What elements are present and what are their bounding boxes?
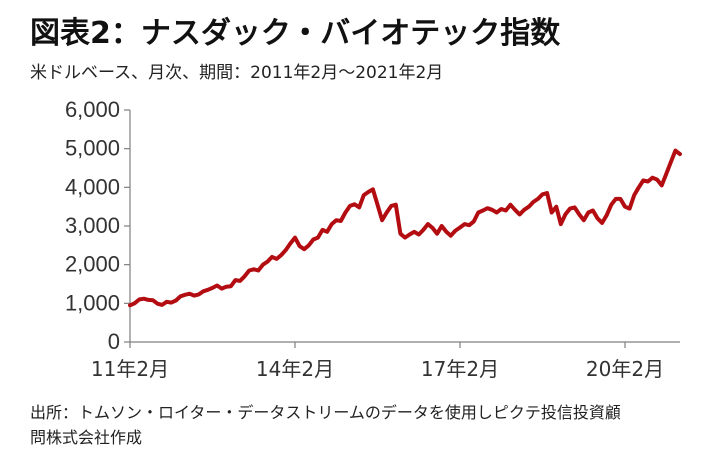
- x-tick-label: 17年2月: [421, 357, 499, 381]
- series-layer: [128, 148, 682, 308]
- x-tick-label: 20年2月: [586, 357, 664, 381]
- chart-title: 図表2：ナスダック・バイオテック指数: [30, 16, 561, 51]
- y-axis: 0 1,000 2,000 3,000 4,000 5,000 6,000: [65, 97, 131, 354]
- y-tick-label: 2,000: [65, 252, 120, 277]
- y-tick-label: 6,000: [65, 97, 120, 122]
- source-note: 出所：トムソン・ロイター・データストリームのデータを使用しピクテ投信投資顧 問株…: [30, 400, 700, 450]
- y-tick-label: 3,000: [65, 213, 120, 238]
- x-tick-label: 11年2月: [91, 357, 169, 381]
- chart-subtitle: 米ドルベース、月次、期間：2011年2月～2021年2月: [30, 63, 444, 83]
- y-tick-label: 1,000: [65, 290, 120, 315]
- series-line-0: [128, 148, 682, 308]
- x-tick-label: 14年2月: [256, 357, 334, 381]
- source-line-2: 問株式会社作成: [30, 428, 143, 447]
- y-tick-label: 4,000: [65, 174, 120, 199]
- y-tick-label: 0: [108, 329, 120, 354]
- x-axis: 11年2月 14年2月 17年2月 20年2月: [91, 341, 680, 381]
- y-tick-label: 5,000: [65, 136, 120, 161]
- source-line-1: 出所：トムソン・ロイター・データストリームのデータを使用しピクテ投信投資顧: [30, 403, 621, 422]
